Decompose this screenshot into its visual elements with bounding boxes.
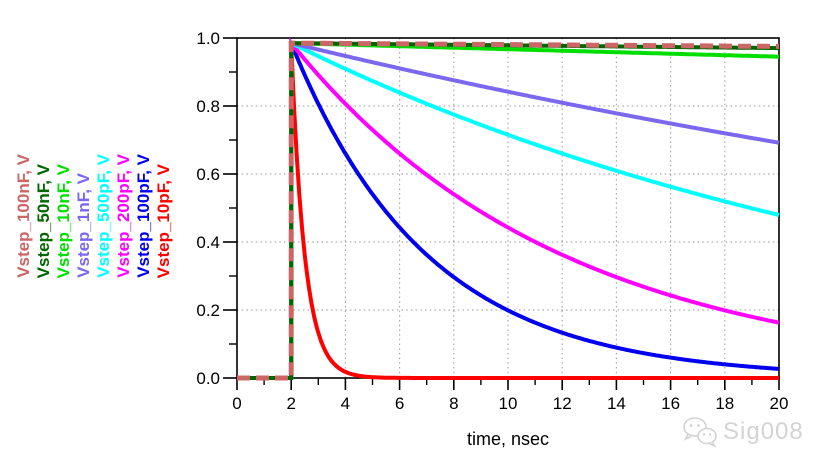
x-tick-label: 0 bbox=[232, 394, 241, 413]
x-tick-label: 20 bbox=[770, 394, 789, 413]
x-tick-label: 10 bbox=[499, 394, 518, 413]
legend-item-50nF: Vstep_50nF, V bbox=[34, 163, 53, 278]
curve-10pF bbox=[237, 43, 779, 380]
legend-item-100pF: Vstep_100pF, V bbox=[134, 154, 153, 278]
x-tick-label: 14 bbox=[607, 394, 626, 413]
y-tick-label: 0.4 bbox=[196, 233, 220, 252]
x-tick-label: 6 bbox=[395, 394, 404, 413]
legend-item-200pF: Vstep_200pF, V bbox=[114, 154, 133, 278]
y-tick-label: 0.8 bbox=[196, 97, 220, 116]
x-tick-label: 4 bbox=[341, 394, 350, 413]
y-tick-label: 1.0 bbox=[196, 29, 220, 48]
legend-item-10pF: Vstep_10pF, V bbox=[154, 163, 173, 278]
curve-100nF bbox=[237, 40, 779, 381]
wechat-logo-icon bbox=[683, 417, 717, 448]
x-tick-label: 8 bbox=[449, 394, 458, 413]
watermark-text: Sig008 bbox=[723, 418, 804, 445]
x-tick-label: 2 bbox=[286, 394, 295, 413]
curve-500pF bbox=[237, 39, 780, 380]
curve-200pF bbox=[237, 37, 780, 380]
legend-item-100nF: Vstep_100nF, V bbox=[14, 154, 33, 278]
x-tick-label: 16 bbox=[661, 394, 680, 413]
x-tick-label: 18 bbox=[715, 394, 734, 413]
curve-1nF bbox=[237, 40, 780, 380]
legend-item-10nF: Vstep_10nF, V bbox=[54, 163, 73, 278]
y-tick-label: 0.0 bbox=[196, 369, 220, 388]
x-axis-title: time, nsec bbox=[466, 429, 550, 449]
y-tick-label: 0.6 bbox=[196, 165, 220, 184]
legend-item-1nF: Vstep_1nF, V bbox=[74, 173, 93, 278]
legend-item-500pF: Vstep_500pF, V bbox=[94, 154, 113, 278]
x-tick-label: 12 bbox=[553, 394, 572, 413]
watermark: Sig008 bbox=[682, 415, 804, 449]
curve-100pF bbox=[237, 42, 779, 380]
y-tick-label: 0.2 bbox=[196, 301, 220, 320]
